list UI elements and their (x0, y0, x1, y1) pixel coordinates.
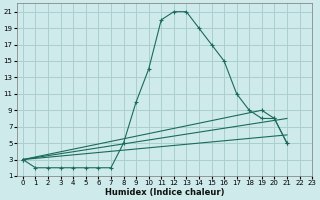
X-axis label: Humidex (Indice chaleur): Humidex (Indice chaleur) (105, 188, 224, 197)
